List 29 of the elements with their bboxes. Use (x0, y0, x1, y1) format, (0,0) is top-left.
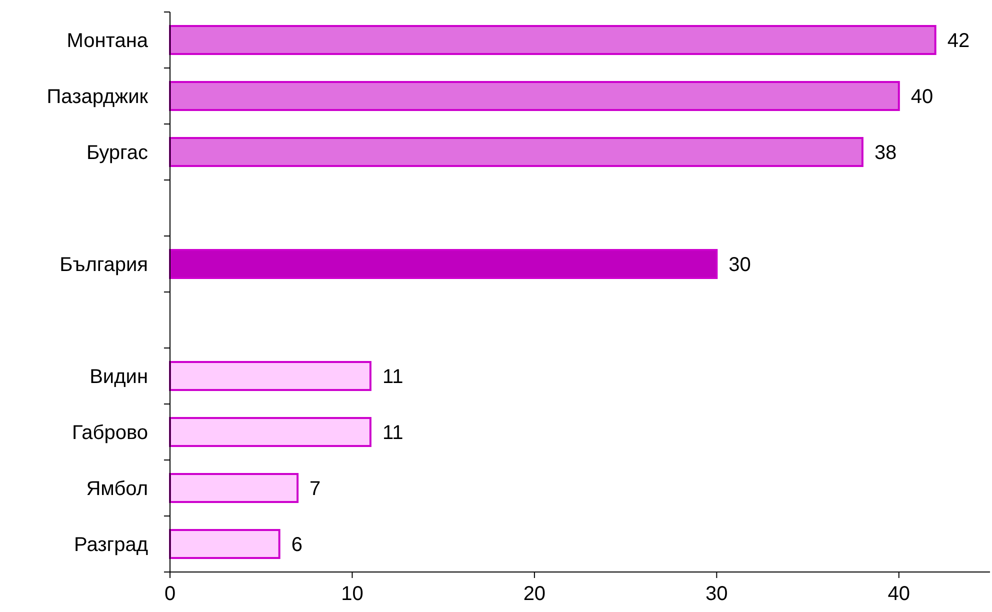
x-tick-label: 40 (888, 583, 910, 605)
y-tick-label: Ямбол (86, 478, 148, 500)
data-label: 7 (310, 478, 321, 500)
y-tick-label: Видин (90, 366, 148, 388)
bar (169, 137, 864, 167)
x-tick-label: 30 (706, 583, 728, 605)
data-label: 30 (728, 254, 751, 276)
bar (169, 473, 299, 503)
bar (169, 81, 900, 111)
data-label: 6 (291, 534, 302, 556)
y-tick-label: Монтана (66, 30, 149, 52)
y-tick-label: Разград (74, 534, 148, 556)
bar (169, 249, 718, 279)
x-tick-label: 0 (164, 583, 176, 605)
data-label: 38 (874, 142, 897, 164)
y-tick-label: Габрово (72, 422, 148, 444)
y-tick-label: Бургас (86, 142, 148, 164)
x-tick-label: 20 (523, 583, 546, 605)
bar (169, 529, 280, 559)
y-tick-label: Пазарджик (46, 86, 148, 108)
bar (169, 361, 372, 391)
data-label: 11 (382, 366, 404, 388)
bar (169, 25, 936, 55)
data-label: 42 (947, 30, 970, 52)
x-tick-label: 10 (341, 583, 364, 605)
data-label: 11 (382, 422, 404, 444)
y-tick-label: България (60, 254, 148, 276)
bar (169, 417, 372, 447)
data-label: 40 (910, 86, 934, 108)
